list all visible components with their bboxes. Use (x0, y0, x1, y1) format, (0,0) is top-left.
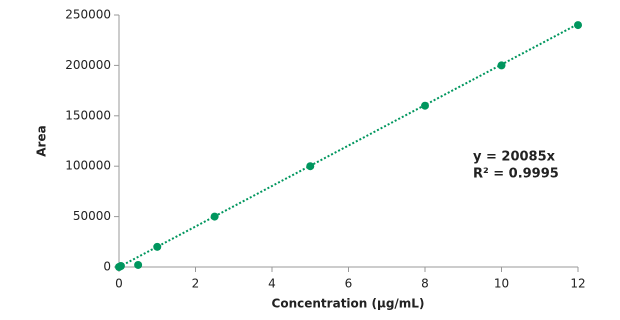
trendline (118, 23, 579, 268)
r-squared: R² = 0.9995 (473, 167, 559, 182)
equation: y = 20085x (473, 150, 556, 165)
data-point (574, 21, 582, 30)
data-point (421, 101, 429, 110)
x-tick-label: 8 (421, 277, 429, 291)
y-tick-label: 150000 (65, 108, 111, 122)
x-axis-title: Concentration (µg/mL) (272, 297, 425, 311)
y-tick-label: 50000 (73, 209, 111, 223)
y-tick-label: 0 (103, 260, 111, 274)
data-point (134, 260, 143, 269)
x-tick-label: 4 (268, 277, 276, 291)
data-point (497, 61, 506, 70)
x-tick-label: 0 (115, 277, 123, 291)
data-point (306, 162, 315, 171)
x-tick-label: 10 (494, 277, 509, 291)
x-tick-label: 12 (570, 277, 585, 291)
x-tick-label: 6 (345, 277, 353, 291)
y-axis-title: Area (35, 125, 49, 156)
x-tick-label: 2 (192, 277, 200, 291)
data-point (153, 242, 162, 251)
y-tick-label: 200000 (65, 58, 111, 72)
data-point (210, 212, 219, 221)
data-point (116, 261, 125, 270)
y-tick-label: 100000 (65, 159, 111, 173)
y-tick-label: 250000 (65, 8, 111, 22)
